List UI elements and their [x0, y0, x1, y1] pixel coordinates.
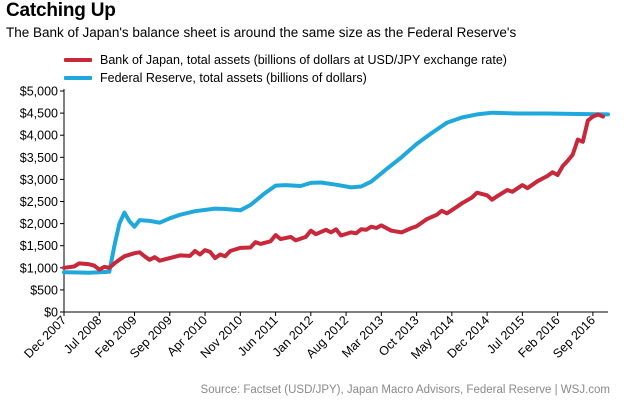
- y-tick-label: $500: [30, 283, 58, 297]
- y-tick-label: $2,000: [20, 217, 58, 231]
- y-tick-label: $4,500: [20, 107, 58, 121]
- y-axis: $0 $500 $1,000 $1,500 $2,000 $2,500 $3,000 $3,5…: [20, 85, 65, 320]
- legend: Bank of Japan, total assets (billions of…: [64, 51, 507, 87]
- source-note: Source: Factset (USD/JPY), Japan Macro A…: [200, 384, 610, 396]
- y-tick-label: $0: [44, 306, 58, 320]
- legend-item-boj: Bank of Japan, total assets (billions of…: [64, 51, 507, 69]
- y-tick-label: $2,500: [20, 195, 58, 209]
- y-tick-label: $4,000: [20, 129, 58, 143]
- x-tick-label: Dec 2007: [21, 313, 69, 361]
- legend-swatch-fed: [64, 76, 92, 80]
- y-tick-label: $5,000: [20, 85, 58, 99]
- legend-item-fed: Federal Reserve, total assets (billions …: [64, 69, 507, 87]
- legend-label-fed: Federal Reserve, total assets (billions …: [100, 71, 367, 85]
- series-layer: [62, 110, 610, 275]
- y-tick-label: $1,000: [20, 261, 58, 275]
- fed-series-line: [62, 110, 610, 275]
- legend-label-boj: Bank of Japan, total assets (billions of…: [100, 53, 507, 67]
- y-tick-label: $3,500: [20, 151, 58, 165]
- boj-series-line: [62, 112, 605, 272]
- legend-swatch-boj: [64, 58, 92, 62]
- y-tick-label: $3,000: [20, 173, 58, 187]
- y-tick-label: $1,500: [20, 239, 58, 253]
- chart-subtitle: The Bank of Japan's balance sheet is aro…: [6, 25, 517, 40]
- chart-title: Catching Up: [6, 0, 116, 21]
